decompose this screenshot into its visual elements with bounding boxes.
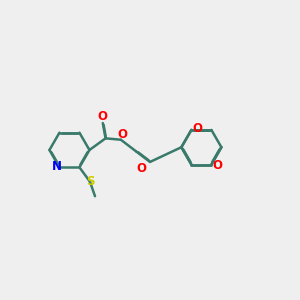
Text: N: N bbox=[52, 160, 62, 173]
Text: O: O bbox=[193, 122, 202, 135]
Text: O: O bbox=[212, 159, 223, 172]
Text: O: O bbox=[136, 162, 146, 175]
Text: S: S bbox=[86, 175, 94, 188]
Text: O: O bbox=[117, 128, 127, 141]
Text: O: O bbox=[98, 110, 108, 123]
